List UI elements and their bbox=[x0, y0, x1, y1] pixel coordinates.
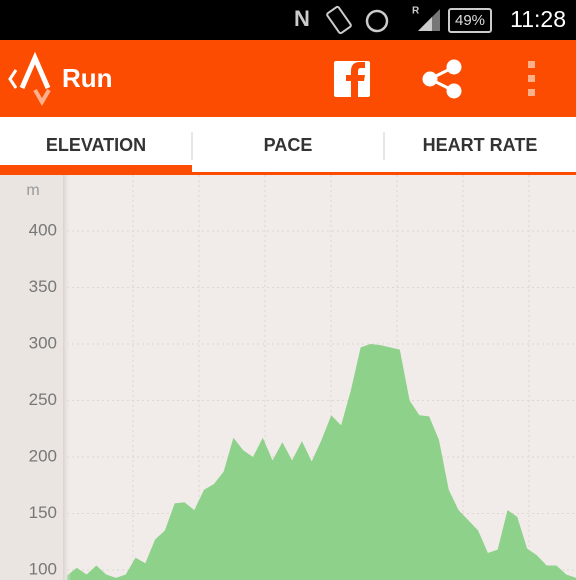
nfc-icon: N bbox=[294, 6, 310, 31]
clock: 11:28 bbox=[510, 6, 566, 32]
tab-underline bbox=[0, 172, 576, 175]
status-bar bbox=[0, 0, 576, 40]
vibrate-icon bbox=[326, 5, 352, 35]
signal-level bbox=[418, 17, 432, 31]
facebook-button[interactable] bbox=[334, 61, 370, 97]
tab[interactable]: PACE bbox=[264, 135, 313, 155]
elevation-area bbox=[67, 344, 576, 580]
y-tick-label: 200 bbox=[29, 446, 57, 465]
alarm-icon bbox=[365, 9, 389, 33]
tab[interactable]: HEART RATE bbox=[423, 135, 538, 155]
y-tick-label: 150 bbox=[29, 503, 57, 522]
app-bar bbox=[0, 40, 576, 117]
y-axis-panel bbox=[0, 175, 63, 580]
tab[interactable]: ELEVATION bbox=[46, 135, 146, 155]
y-tick-label: 250 bbox=[29, 390, 57, 409]
y-axis-unit: m bbox=[26, 182, 39, 199]
y-tick-label: 100 bbox=[29, 559, 57, 578]
y-tick-label: 300 bbox=[29, 333, 57, 352]
y-axis-shadow bbox=[63, 175, 71, 580]
battery-icon bbox=[448, 8, 492, 33]
chart: m 100 150 200 250 300 350 400 bbox=[0, 175, 576, 580]
y-tick-label: 350 bbox=[29, 277, 57, 296]
back-button[interactable] bbox=[8, 51, 51, 106]
menu-button[interactable] bbox=[528, 61, 535, 96]
roaming: R bbox=[412, 6, 420, 17]
battery-level: 49% bbox=[455, 12, 485, 29]
app-title: Run bbox=[62, 63, 113, 93]
share-button[interactable] bbox=[422, 59, 462, 99]
tab-indicator bbox=[0, 165, 192, 172]
y-tick-label: 400 bbox=[29, 220, 57, 239]
